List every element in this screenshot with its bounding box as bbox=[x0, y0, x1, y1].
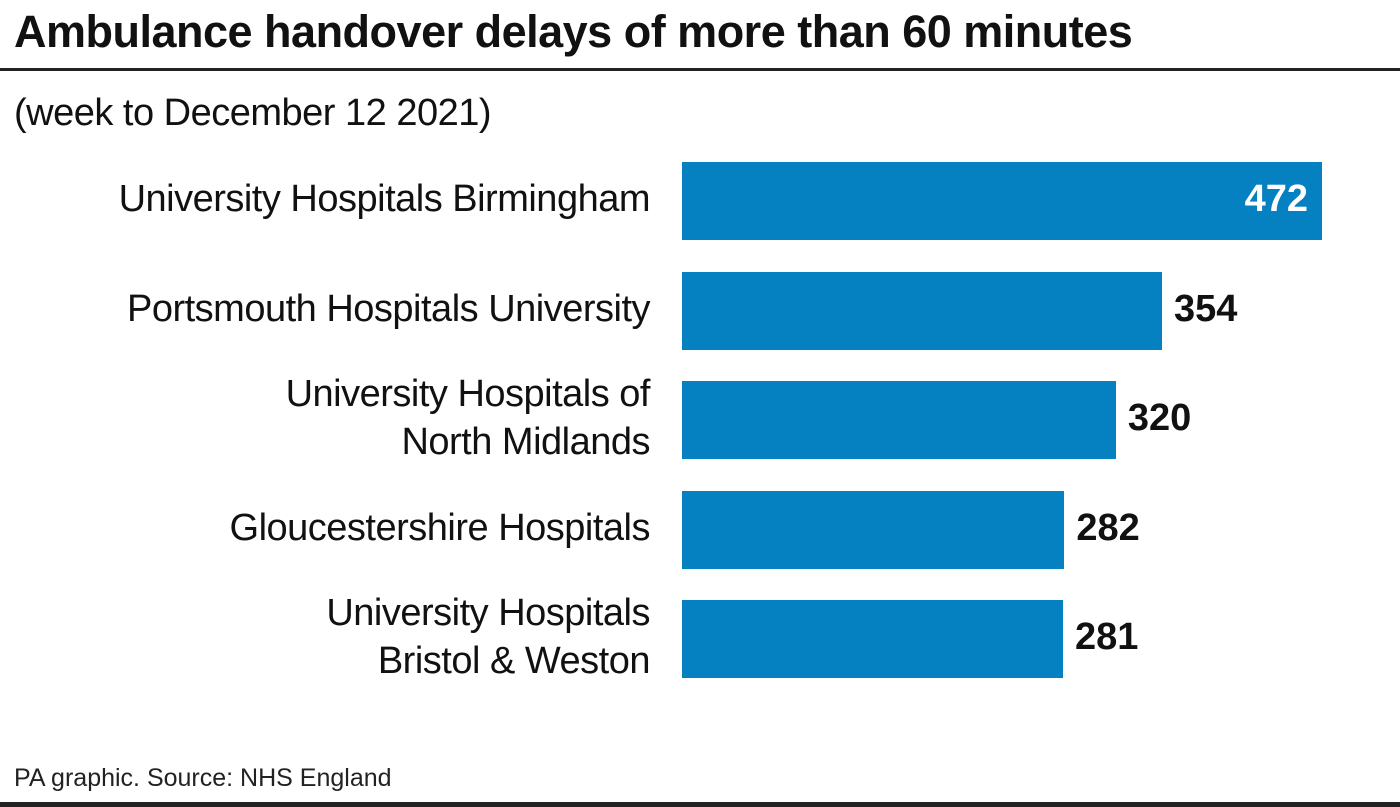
title-divider bbox=[0, 68, 1400, 71]
value-label: 354 bbox=[1174, 287, 1238, 330]
category-label: University Hospitals of North Midlands bbox=[285, 373, 651, 463]
bar bbox=[682, 490, 1065, 569]
chart-title: Ambulance handover delays of more than 6… bbox=[14, 6, 1133, 57]
value-label: 282 bbox=[1076, 506, 1140, 549]
value-label: 281 bbox=[1075, 616, 1139, 658]
bar bbox=[682, 381, 1116, 459]
value-label: 472 bbox=[1244, 178, 1308, 220]
category-label: University Hospitals Bristol & Weston bbox=[326, 592, 650, 682]
category-label: Gloucestershire Hospitals bbox=[229, 506, 651, 549]
category-label: Portsmouth Hospitals University bbox=[126, 287, 651, 330]
chart-subtitle: (week to December 12 2021) bbox=[14, 92, 492, 134]
category-label: University Hospitals Birmingham bbox=[118, 178, 651, 220]
bar bbox=[682, 162, 1322, 240]
source-note: PA graphic. Source: NHS England bbox=[14, 764, 392, 792]
bottom-divider bbox=[0, 802, 1400, 807]
bar bbox=[682, 600, 1064, 678]
value-label: 320 bbox=[1127, 397, 1192, 439]
bar bbox=[682, 271, 1162, 350]
